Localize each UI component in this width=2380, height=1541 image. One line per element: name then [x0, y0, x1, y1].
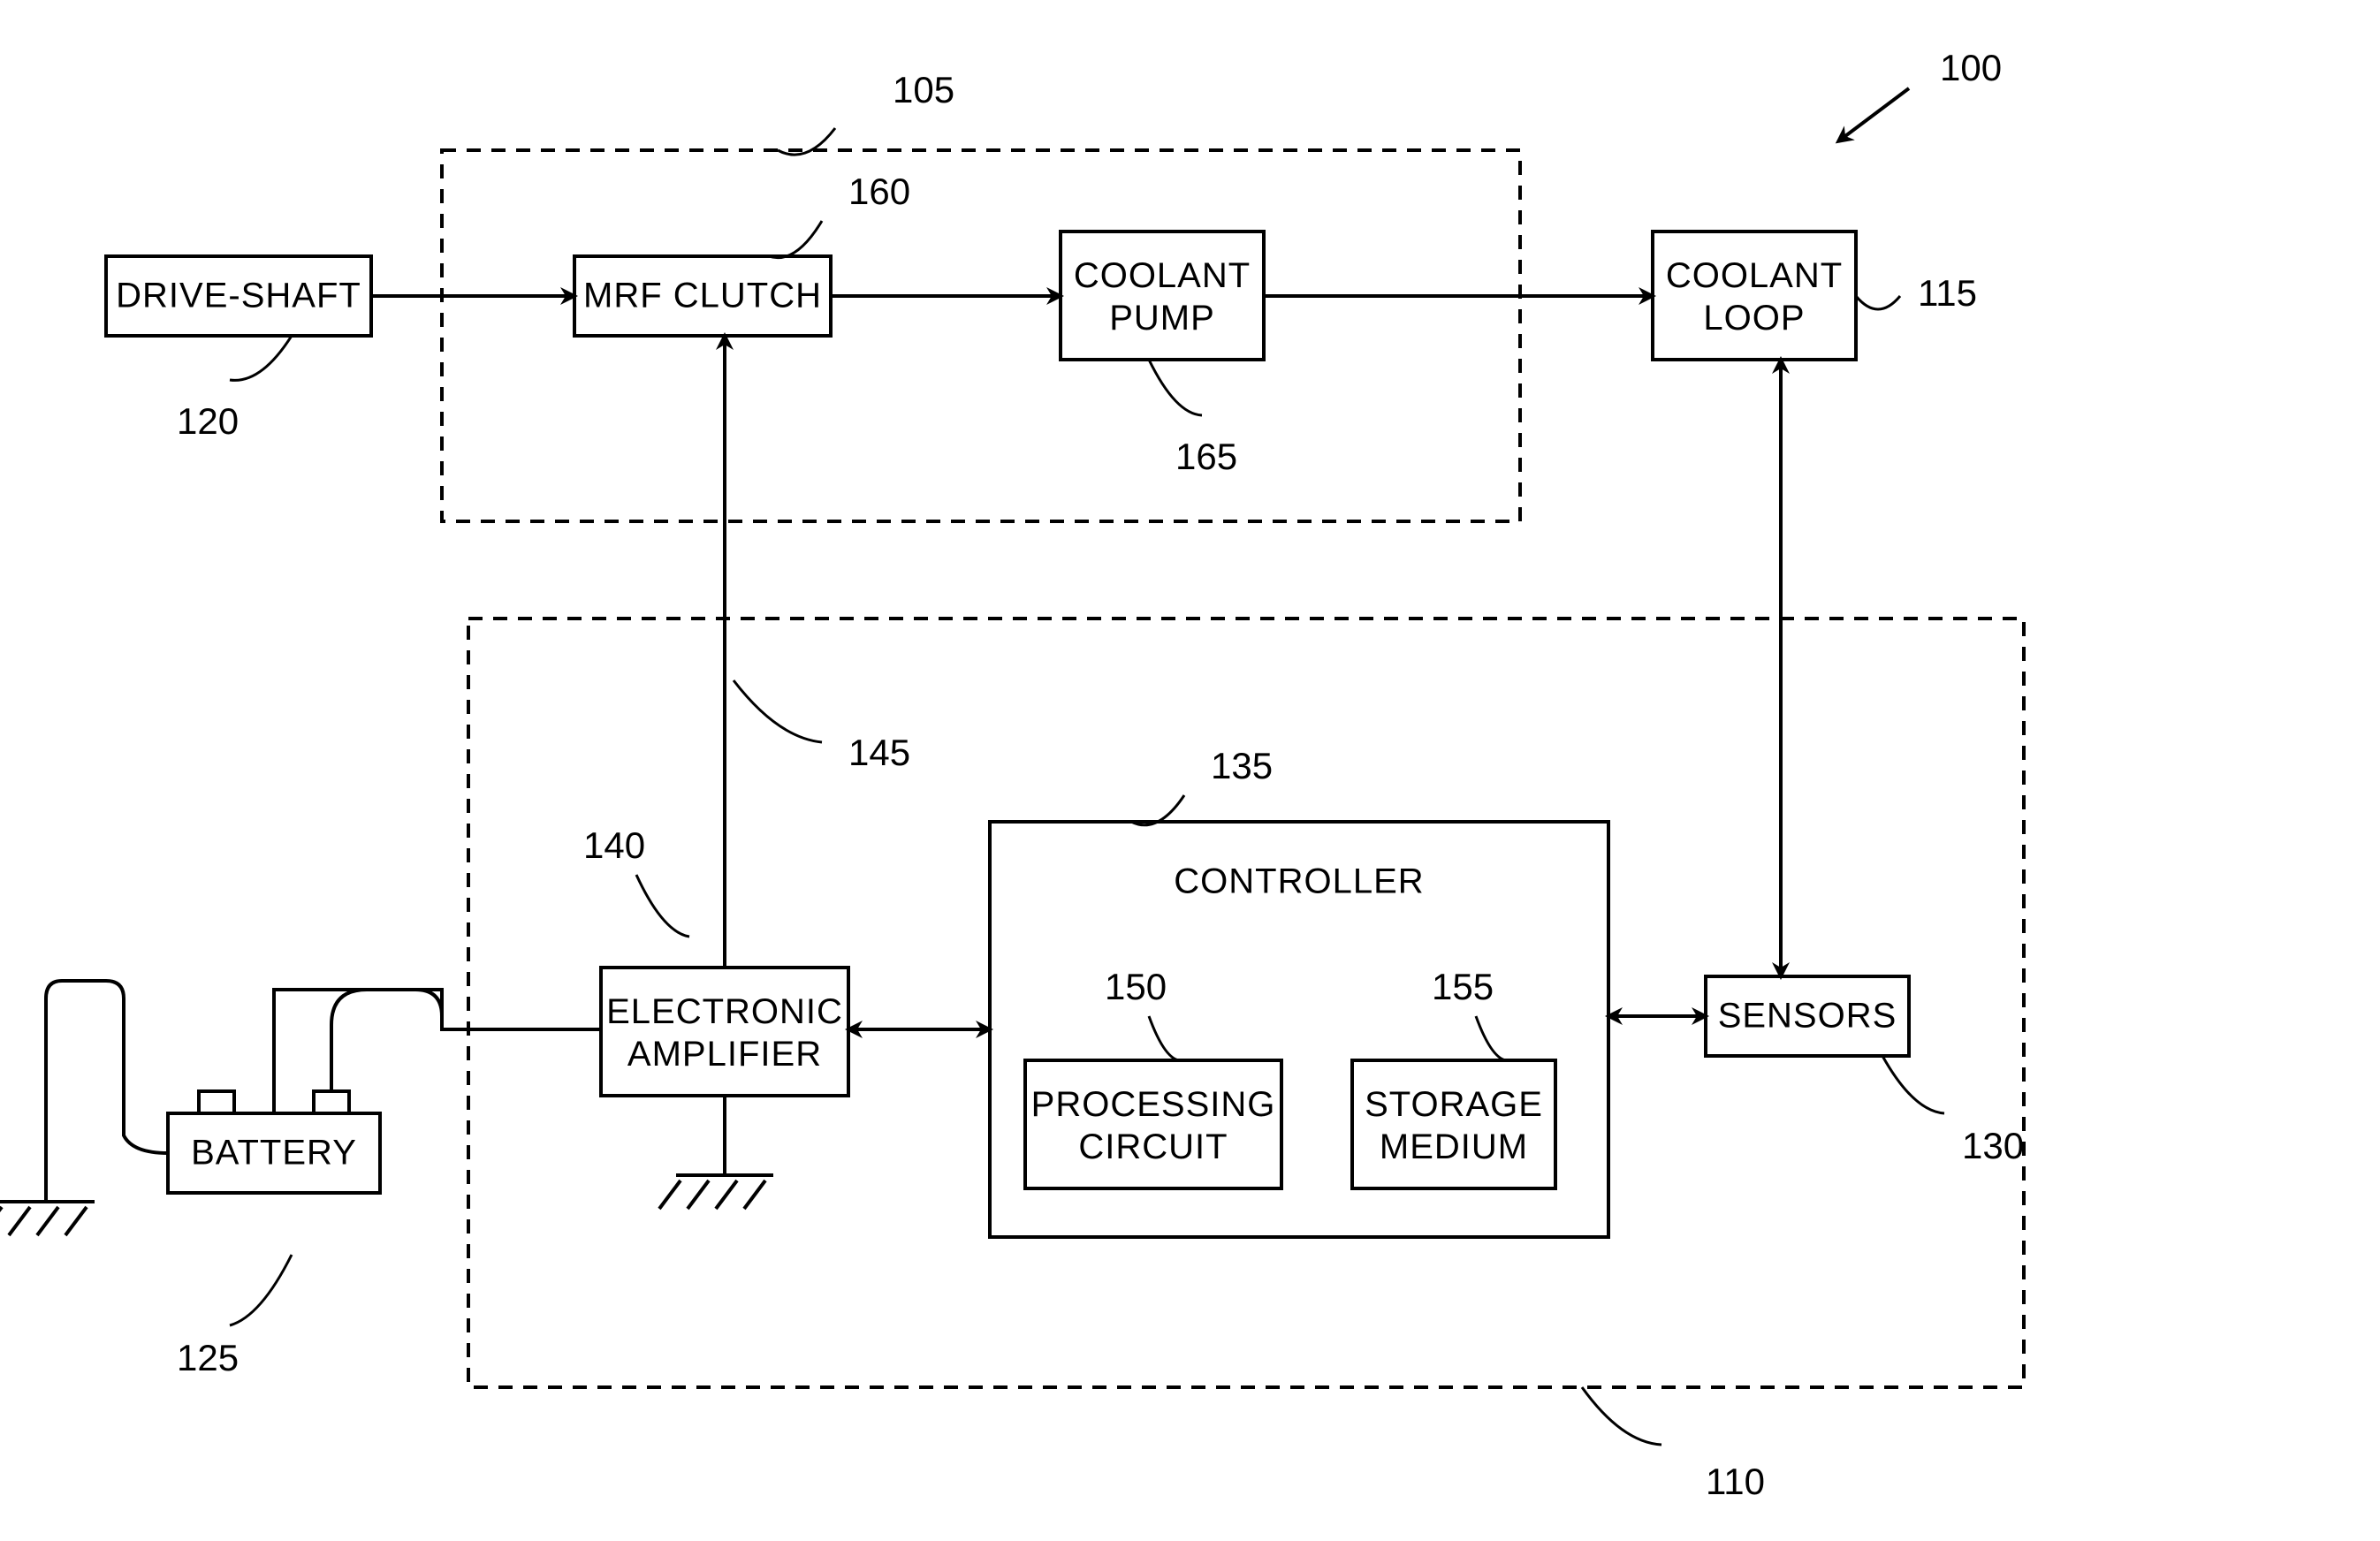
label-drive_shaft: DRIVE-SHAFT: [116, 277, 361, 315]
label-controller-top: CONTROLLER: [1174, 862, 1424, 901]
node-coolant_loop: [1653, 232, 1856, 360]
ref-105: 105: [893, 69, 954, 110]
node-electronic_amp: [601, 968, 848, 1096]
leader-160: [769, 221, 822, 258]
leader-115: [1856, 296, 1900, 309]
ref-110: 110: [1706, 1461, 1765, 1502]
node-storage_medium: [1352, 1060, 1555, 1188]
label-storage_medium-1: STORAGE: [1365, 1085, 1543, 1124]
ref-130: 130: [1962, 1125, 2024, 1166]
label-coolant_pump-2: PUMP: [1109, 299, 1215, 338]
ref-140: 140: [583, 824, 645, 866]
leader-145: [734, 680, 822, 742]
battery-terminal-left: [199, 1091, 234, 1113]
ref-115: 115: [1918, 272, 1977, 314]
node-coolant_pump: [1061, 232, 1264, 360]
label-proc_circuit-1: PROCESSING: [1031, 1085, 1276, 1124]
cover: [1158, 1006, 1441, 1052]
ground-left: [0, 1202, 95, 1235]
ref-125: 125: [177, 1337, 239, 1378]
leader-100: [1838, 88, 1909, 141]
leader-165: [1149, 360, 1202, 415]
ref-145: 145: [848, 732, 910, 773]
leader-120: [230, 336, 292, 380]
label-coolant_pump-1: COOLANT: [1074, 256, 1251, 295]
leader-125: [230, 1255, 292, 1325]
label-proc_circuit-2: CIRCUIT: [1078, 1127, 1228, 1166]
wire-ground-left: [46, 981, 168, 1202]
ref-165: 165: [1175, 436, 1237, 477]
ref-100: 100: [1940, 47, 2002, 88]
label-battery: BATTERY: [191, 1134, 357, 1173]
ref-150: 150: [1105, 966, 1167, 1007]
label-mrf_clutch: MRF CLUTCH: [583, 277, 822, 315]
leader-110: [1582, 1387, 1661, 1445]
label-coolant_loop-2: LOOP: [1703, 299, 1805, 338]
battery-terminal-right: [314, 1091, 349, 1113]
ref-155: 155: [1432, 966, 1494, 1007]
diagram-canvas: DRIVE-SHAFT MRF CLUTCH COOLANT PUMP COOLANT L…: [0, 0, 2380, 1541]
leader-130: [1882, 1056, 1944, 1113]
label-electronic_amp-1: ELECTRONIC: [606, 992, 843, 1031]
ref-160: 160: [848, 171, 910, 212]
label-sensors: SENSORS: [1718, 997, 1897, 1036]
wire-battery-amp-2: [331, 990, 601, 1091]
label-storage_medium-2: MEDIUM: [1380, 1127, 1528, 1166]
ref-120: 120: [177, 400, 239, 442]
node-proc_circuit: [1025, 1060, 1281, 1188]
label-electronic_amp-2: AMPLIFIER: [627, 1035, 822, 1074]
ground-amp: [659, 1175, 773, 1209]
leader-140: [636, 875, 689, 937]
ref-135: 135: [1211, 745, 1273, 786]
label-coolant_loop-1: COOLANT: [1666, 256, 1843, 295]
